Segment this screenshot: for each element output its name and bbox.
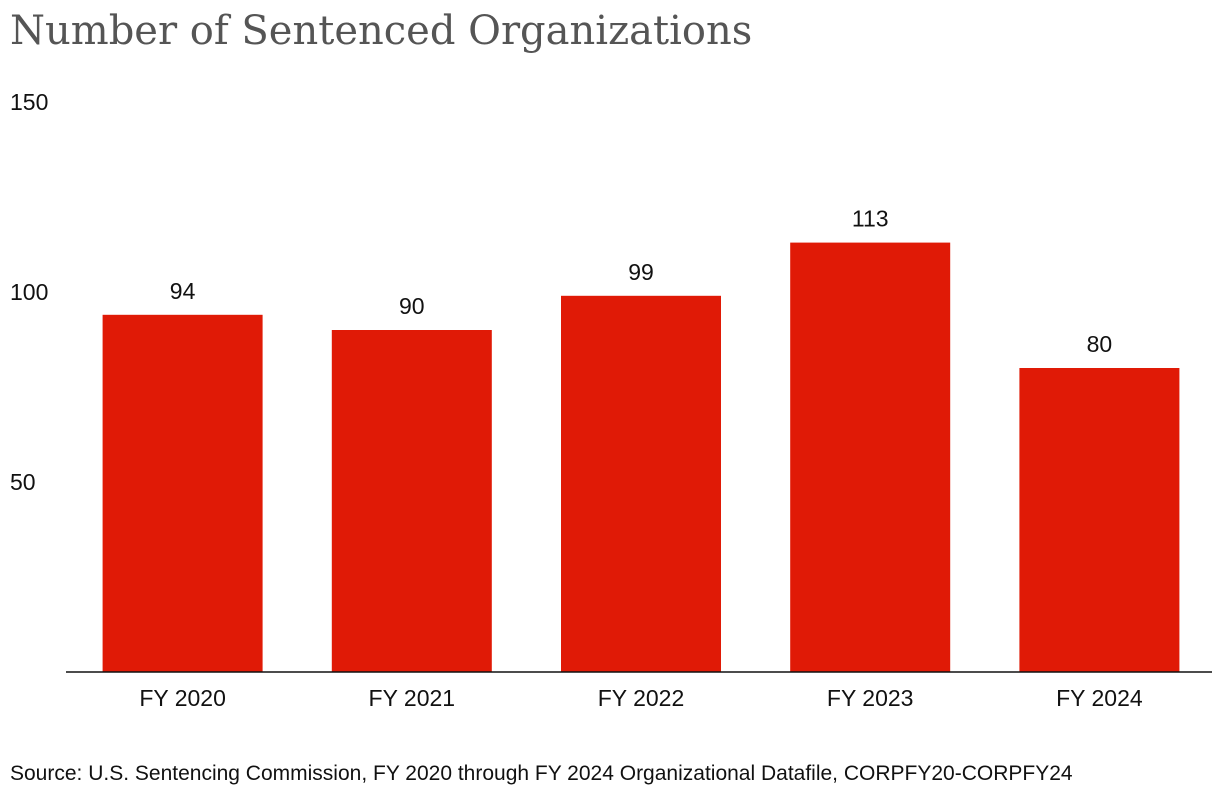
bar (561, 295, 721, 672)
bar-value-label: 99 (628, 259, 654, 285)
bar (331, 330, 492, 672)
x-category-label: FY 2021 (369, 685, 456, 711)
chart-title: Number of Sentenced Organizations (10, 8, 753, 54)
x-category-label: FY 2022 (598, 685, 685, 711)
bar (790, 242, 951, 672)
x-category-label: FY 2024 (1056, 685, 1143, 711)
bar (1019, 368, 1180, 672)
y-axis-ticks: 50 100 150 (10, 89, 48, 495)
x-category-label: FY 2020 (139, 685, 226, 711)
bar (102, 314, 263, 672)
source-note: Source: U.S. Sentencing Commission, FY 2… (10, 762, 1073, 785)
y-tick-label: 150 (10, 89, 48, 115)
bar-value-label: 80 (1087, 331, 1113, 357)
x-category-label: FY 2023 (827, 685, 914, 711)
bar-value-label: 113 (852, 206, 889, 232)
y-tick-label: 50 (10, 469, 36, 495)
bars-group: 94 90 99 113 80 (102, 206, 1180, 672)
bar-value-label: 90 (399, 293, 425, 319)
y-tick-label: 100 (10, 279, 48, 305)
bar-value-label: 94 (170, 278, 196, 304)
x-axis-labels: FY 2020 FY 2021 FY 2022 FY 2023 FY 2024 (139, 685, 1143, 711)
